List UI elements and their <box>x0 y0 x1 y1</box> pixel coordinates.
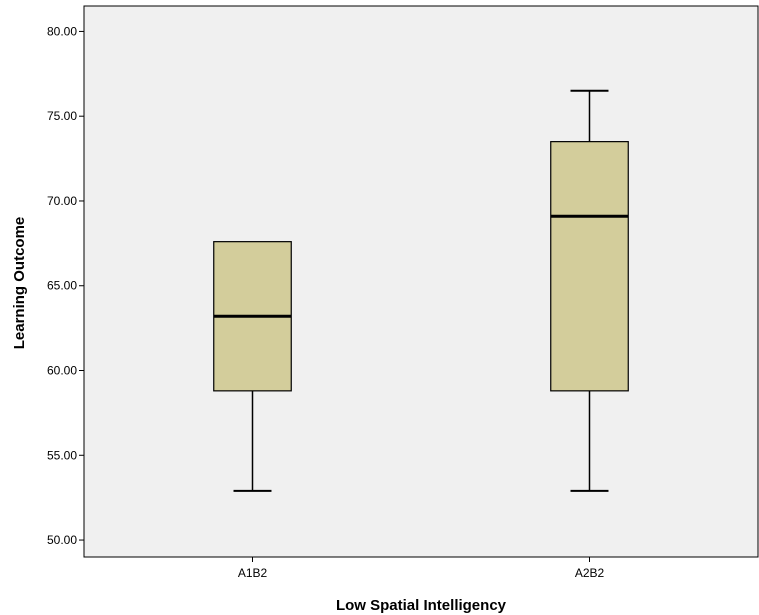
x-tick-label: A2B2 <box>575 566 605 580</box>
box-group <box>550 89 629 492</box>
boxes <box>213 89 629 492</box>
box-group <box>213 241 292 492</box>
y-tick-label: 70.00 <box>47 194 77 208</box>
y-tick-label: 50.00 <box>47 533 77 547</box>
x-axis: A1B2 A2B2 <box>238 557 605 580</box>
y-tick-label: 60.00 <box>47 364 77 378</box>
y-tick-label: 65.00 <box>47 279 77 293</box>
y-tick-label: 75.00 <box>47 109 77 123</box>
box-iqr <box>550 141 629 392</box>
y-axis: 50.00 55.00 60.00 65.00 70.00 75.00 80.00 <box>47 24 84 547</box>
x-tick-label: A1B2 <box>238 566 268 580</box>
y-axis-title: Learning Outcome <box>11 217 28 350</box>
y-tick-label: 55.00 <box>47 448 77 462</box>
y-tick-label: 80.00 <box>47 24 77 38</box>
plot-area <box>83 5 759 558</box>
x-axis-title: Low Spatial Intelligency <box>336 597 507 614</box>
